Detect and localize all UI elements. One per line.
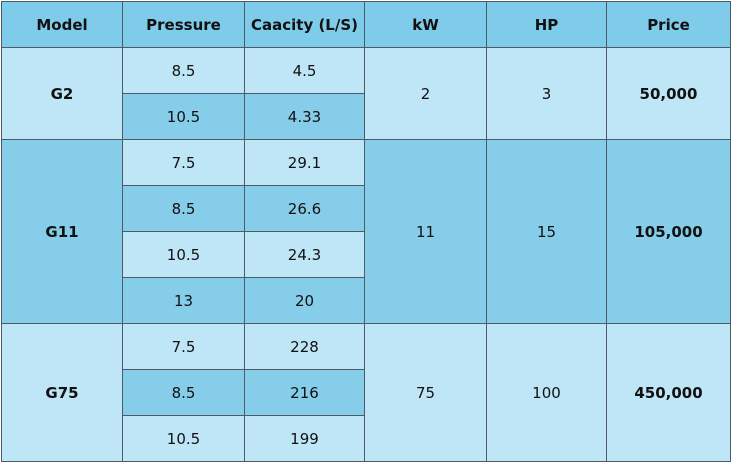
header-cell: kW xyxy=(364,1,487,48)
table-row: 8.5 216 xyxy=(2,369,731,416)
hp-cell: 3 xyxy=(486,47,607,140)
capacity-cell: 29.1 xyxy=(244,139,365,186)
pressure-cell: 10.5 xyxy=(122,231,245,278)
table-row: 8.5 26.6 xyxy=(2,185,731,232)
header-cell: HP xyxy=(486,1,607,48)
pressure-cell: 10.5 xyxy=(122,93,245,140)
table-row: G75 7.5 228 75 100 450,000 xyxy=(1,323,731,462)
model-cell: G11 xyxy=(1,139,123,324)
price-cell: 105,000 xyxy=(606,139,731,324)
hp-cell: 100 xyxy=(486,323,607,462)
capacity-cell: 4.5 xyxy=(244,47,365,94)
table-row: 13 20 xyxy=(2,277,731,324)
pressure-cell: 8.5 xyxy=(122,47,245,94)
model-cell: G75 xyxy=(1,323,123,462)
header-cell: Caacity (L/S) xyxy=(244,1,365,48)
pressure-cell: 8.5 xyxy=(122,185,245,232)
kw-cell: 75 xyxy=(364,323,487,462)
header-cell: Pressure xyxy=(122,1,245,48)
kw-cell: 11 xyxy=(364,139,487,324)
table-body: G2 8.5 4.5 2 3 50,000 10.5 4.33 G11 7.5 29.1 11 15 10… xyxy=(1,47,731,462)
model-cell: G2 xyxy=(1,47,123,140)
capacity-cell: 228 xyxy=(244,323,365,370)
kw-cell: 2 xyxy=(364,47,487,140)
hp-cell: 15 xyxy=(486,139,607,324)
table-row: 10.5 24.3 xyxy=(2,231,731,278)
header-cell: Model xyxy=(1,1,123,48)
pressure-cell: 7.5 xyxy=(122,139,245,186)
table-row: 10.5 4.33 xyxy=(2,93,731,140)
pressure-cell: 13 xyxy=(122,277,245,324)
table-row: 10.5 199 xyxy=(2,415,731,462)
table-row: G11 7.5 29.1 11 15 105,000 xyxy=(1,139,731,324)
capacity-cell: 24.3 xyxy=(244,231,365,278)
header-cell: Price xyxy=(606,1,731,48)
capacity-cell: 20 xyxy=(244,277,365,324)
header-row: Model Pressure Caacity (L/S) kW HP Price xyxy=(1,1,731,48)
capacity-cell: 4.33 xyxy=(244,93,365,140)
capacity-cell: 26.6 xyxy=(244,185,365,232)
pressure-cell: 8.5 xyxy=(122,369,245,416)
capacity-cell: 199 xyxy=(244,415,365,462)
table-row: G2 8.5 4.5 2 3 50,000 xyxy=(1,47,731,140)
price-cell: 450,000 xyxy=(606,323,731,462)
capacity-cell: 216 xyxy=(244,369,365,416)
pressure-cell: 10.5 xyxy=(122,415,245,462)
price-cell: 50,000 xyxy=(606,47,731,140)
pressure-cell: 7.5 xyxy=(122,323,245,370)
